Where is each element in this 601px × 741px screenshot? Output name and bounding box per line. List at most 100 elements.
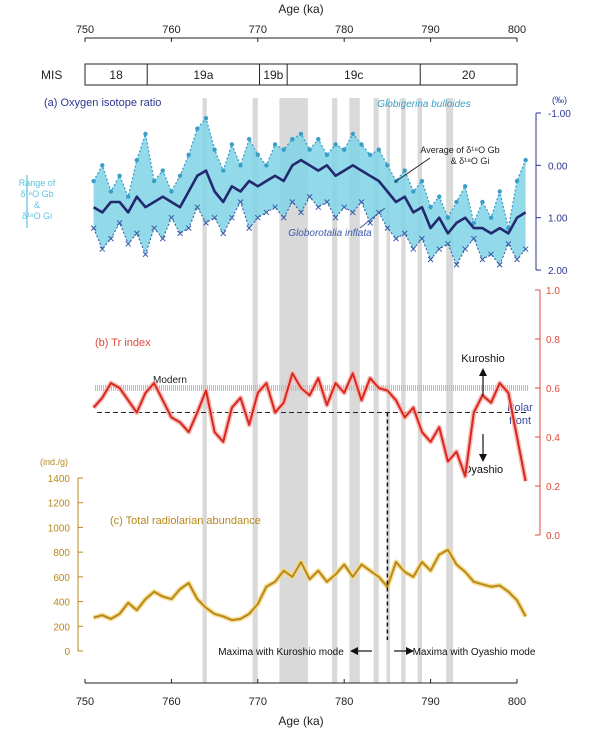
oyashio-label: Oyashio <box>463 464 503 476</box>
inflata-point-15 <box>220 230 227 237</box>
bulloides-point-40 <box>437 194 442 199</box>
inflata-point-18 <box>246 225 253 231</box>
bulloides-point-5 <box>134 157 140 163</box>
bulloides-point-36 <box>402 168 407 173</box>
maxima-kuroshio-arrowhead <box>350 647 358 655</box>
bulloides-point-20 <box>264 163 269 168</box>
bulloides-point-38 <box>419 178 425 184</box>
bulloides-point-37 <box>411 189 416 194</box>
panel-c-tick-label-2: 400 <box>53 598 70 609</box>
bottom-tick-label-1: 760 <box>162 696 180 708</box>
mis-stage-20: 20 <box>462 68 476 82</box>
panel-c-unit: (ind./g) <box>40 457 68 467</box>
oyashio-arrowhead <box>479 454 487 462</box>
bulloides-point-14 <box>212 147 217 152</box>
bulloides-point-17 <box>238 163 243 168</box>
inflata-point-14 <box>211 214 218 221</box>
bulloides-point-9 <box>169 189 174 194</box>
bulloides-point-19 <box>255 152 260 158</box>
inflata-arrow <box>359 207 386 229</box>
range-label: Range of δ¹⁸O Gb & δ¹⁸O Gi <box>19 178 56 221</box>
panel-c-title: (c) Total radiolarian abundance <box>110 515 261 527</box>
bulloides-point-46 <box>488 215 494 220</box>
bulloides-point-50 <box>523 157 528 163</box>
bulloides-point-32 <box>367 152 373 158</box>
bulloides-point-26 <box>316 136 321 142</box>
bulloides-point-1 <box>100 163 105 168</box>
range-label-line2: δ¹⁸O Gb <box>20 189 53 199</box>
mis-box <box>84 63 518 86</box>
bulloides-point-18 <box>246 136 252 142</box>
inflata-point-45 <box>479 256 486 263</box>
range-label-line1: Range of <box>19 178 56 188</box>
bulloides-point-34 <box>385 163 390 168</box>
panel-c-tick-label-4: 800 <box>53 548 70 559</box>
bulloides-point-23 <box>290 136 295 142</box>
panel-b-tick-label-2: 0.4 <box>546 433 560 444</box>
top-tick-label-3: 780 <box>335 24 353 36</box>
panel-c-tick-label-1: 200 <box>53 622 70 633</box>
series-radiolarian-line <box>93 548 527 622</box>
panel-a-tick-label-3: 2.00 <box>548 266 568 277</box>
inflata-point-41 <box>445 240 451 247</box>
range-label-line3: & <box>34 200 40 210</box>
inflata-point-49 <box>514 256 520 263</box>
range-label-line4: δ¹⁸O Gi <box>22 211 52 221</box>
bulloides-point-39 <box>428 205 433 210</box>
top-tick-label-5: 800 <box>508 24 526 36</box>
bulloides-point-4 <box>126 194 131 199</box>
bulloides-point-49 <box>514 178 520 184</box>
inflata-point-3 <box>116 220 123 226</box>
panel-a-tick-label-2: 1.00 <box>548 214 568 225</box>
inflata-point-50 <box>522 246 529 252</box>
panel-b-tick-label-1: 0.2 <box>546 482 560 493</box>
bulloides-point-6 <box>143 131 148 137</box>
inflata-point-43 <box>462 246 469 252</box>
panel-b-tick-label-5: 1.0 <box>546 286 560 297</box>
panel-b-tick-label-0: 0.0 <box>546 531 560 542</box>
series-bulloides-line <box>93 116 527 229</box>
inflata-point-4 <box>125 240 132 247</box>
bulloides-point-45 <box>480 199 485 205</box>
inflata-point-47 <box>496 261 503 268</box>
panel-b-title: (b) Tr index <box>95 337 151 349</box>
inflata-point-7 <box>151 225 157 231</box>
inflata-point-16 <box>229 214 235 221</box>
bulloides-point-12 <box>195 126 200 131</box>
panel-c-tick-label-0: 0 <box>64 647 70 658</box>
panel-b-tr-index: (b) Tr index Modern Kuroshio Oyashio Pol… <box>91 286 560 542</box>
inflata-point-42 <box>453 261 460 268</box>
inflata-point-29 <box>341 204 348 211</box>
maxima-kuroshio-label: Maxima with Kuroshio mode <box>218 647 344 658</box>
modern-label: Modern <box>153 375 187 386</box>
bulloides-point-16 <box>229 142 235 147</box>
panel-c-tick-label-5: 1000 <box>48 523 71 534</box>
inflata-point-40 <box>436 246 443 252</box>
inflata-point-1 <box>99 246 106 252</box>
inflata-point-44 <box>470 235 477 242</box>
label-globigerina-bulloides: Globigerina bulloides <box>377 99 470 110</box>
inflata-point-20 <box>263 209 270 216</box>
bottom-tick-label-5: 800 <box>508 696 526 708</box>
bulloides-point-42 <box>454 199 459 205</box>
top-tick-label-2: 770 <box>249 24 267 36</box>
panel-a-tick-label-0: -1.00 <box>548 109 571 120</box>
bottom-tick-label-2: 770 <box>249 696 267 708</box>
bottom-axis-label: Age (ka) <box>278 714 323 728</box>
bulloides-point-47 <box>497 189 502 194</box>
inflata-point-28 <box>332 214 339 221</box>
bottom-age-axis: Age (ka) 750 760 770 780 790 800 <box>76 679 526 728</box>
bulloides-point-31 <box>359 142 364 147</box>
panel-c-tick-label-7: 1400 <box>48 474 71 485</box>
bulloides-point-11 <box>186 152 191 158</box>
label-average-line1: Average of δ¹⁸O Gb <box>420 145 499 155</box>
kuroshio-label: Kuroshio <box>461 353 504 365</box>
label-globorotalia-inflata: Globorotalia inflata <box>288 228 372 239</box>
inflata-point-25 <box>306 193 313 200</box>
inflata-point-36 <box>401 230 408 237</box>
panel-a-title: (a) Oxygen isotope ratio <box>44 97 161 109</box>
series-tr-line <box>92 372 527 482</box>
bulloides-point-43 <box>462 184 468 189</box>
bulloides-point-21 <box>272 142 278 147</box>
